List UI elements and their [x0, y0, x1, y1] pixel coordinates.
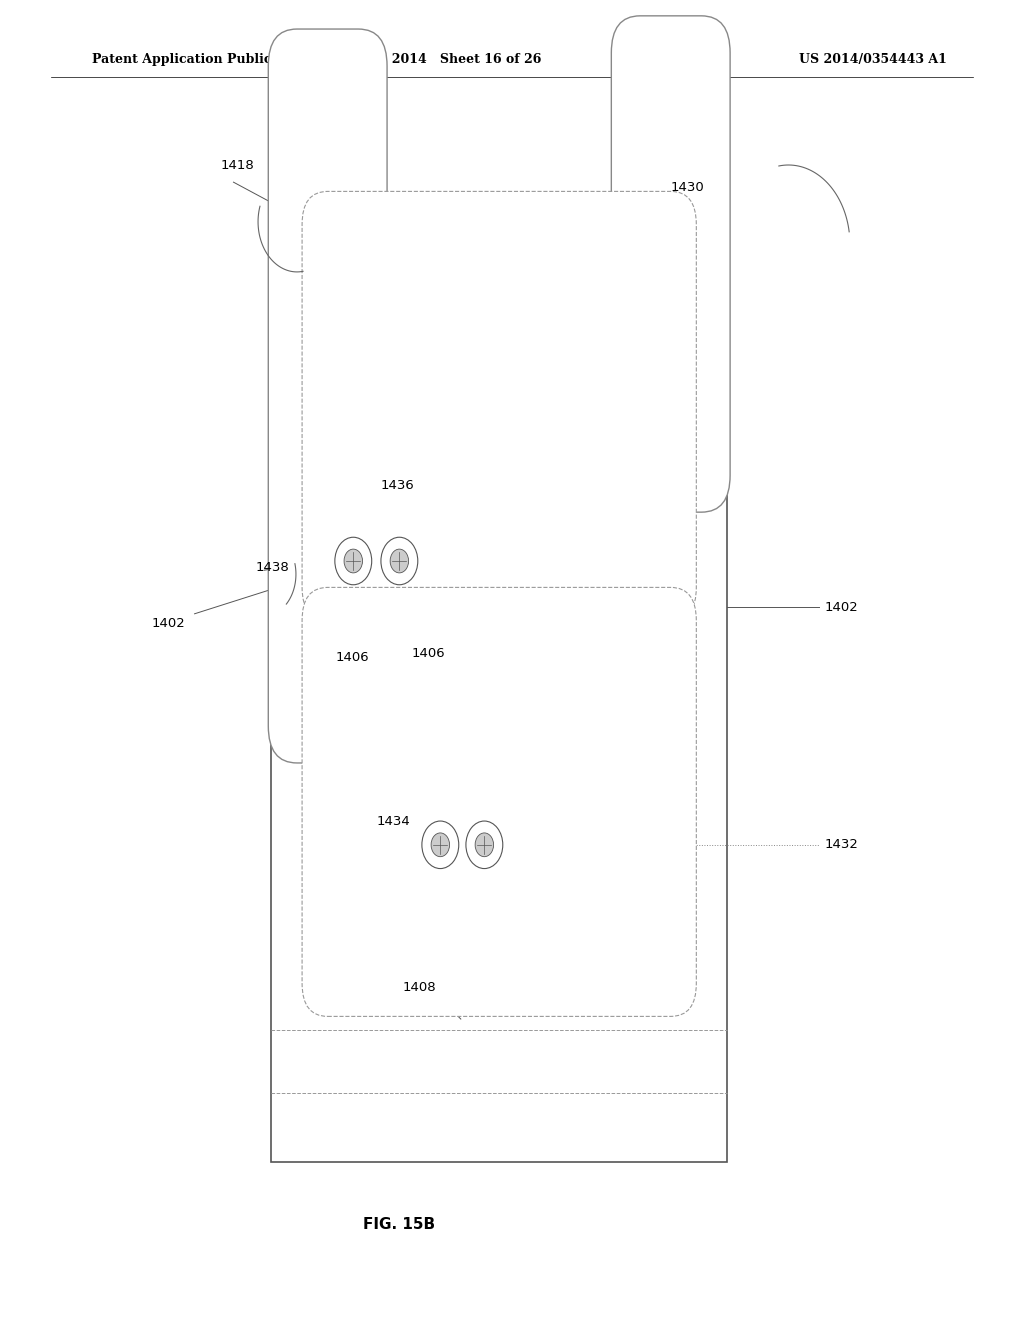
- Text: 1406: 1406: [412, 647, 445, 660]
- Text: Dec. 4, 2014   Sheet 16 of 26: Dec. 4, 2014 Sheet 16 of 26: [339, 53, 542, 66]
- Circle shape: [431, 833, 450, 857]
- FancyBboxPatch shape: [302, 191, 696, 620]
- Text: 1402: 1402: [824, 601, 858, 614]
- Text: 1436: 1436: [381, 479, 415, 492]
- Text: 1434: 1434: [377, 814, 411, 828]
- Text: US 2014/0354443 A1: US 2014/0354443 A1: [799, 53, 946, 66]
- Bar: [271, 211, 727, 1162]
- Circle shape: [422, 821, 459, 869]
- Text: 1402: 1402: [152, 616, 185, 630]
- Text: 1408: 1408: [402, 981, 436, 994]
- Text: 1406: 1406: [336, 651, 370, 664]
- Circle shape: [381, 537, 418, 585]
- Text: Patent Application Publication: Patent Application Publication: [92, 53, 307, 66]
- Text: FIG. 15B: FIG. 15B: [364, 1217, 435, 1233]
- Circle shape: [390, 549, 409, 573]
- FancyBboxPatch shape: [302, 587, 696, 1016]
- Text: 1432: 1432: [824, 838, 858, 851]
- Text: 1438: 1438: [256, 561, 290, 574]
- Circle shape: [475, 833, 494, 857]
- Circle shape: [344, 549, 362, 573]
- Circle shape: [466, 821, 503, 869]
- Text: 1418: 1418: [220, 158, 254, 172]
- Text: 1430: 1430: [671, 181, 705, 194]
- Circle shape: [335, 537, 372, 585]
- FancyBboxPatch shape: [611, 16, 730, 512]
- FancyBboxPatch shape: [268, 29, 387, 763]
